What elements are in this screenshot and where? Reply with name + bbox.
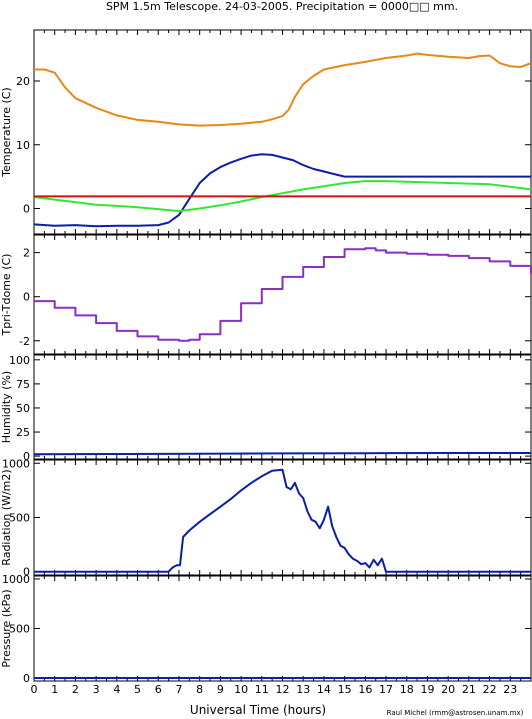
humidity-ytick-label: 25 (16, 426, 30, 439)
x-tick-label: 7 (175, 683, 182, 696)
x-tick-label: 10 (234, 683, 248, 696)
temperature-y-axis-label: Temperature (C) (0, 87, 13, 177)
pressure-ytick-label: 500 (9, 623, 30, 636)
x-tick-label: 20 (441, 683, 455, 696)
temperature-series-green-line (33, 180, 532, 213)
radiation-series-blue-line (34, 468, 531, 573)
tpri-tdome-ytick-label: 0 (23, 291, 30, 304)
x-tick-label: 5 (134, 683, 141, 696)
x-tick-label: 2 (72, 683, 79, 696)
pressure-ytick-label: 0 (23, 672, 30, 685)
x-tick-label: 13 (296, 683, 310, 696)
temperature-ytick-label: 10 (16, 139, 30, 152)
humidity-ytick-label: 0 (23, 450, 30, 463)
tpri-tdome-panel-frame (33, 234, 532, 355)
x-tick-label: 15 (338, 683, 352, 696)
x-tick-label: 6 (155, 683, 162, 696)
x-tick-label: 0 (31, 683, 38, 696)
x-tick-label: 4 (113, 683, 120, 696)
x-tick-label: 19 (420, 683, 434, 696)
pressure-ytick-label: 1000 (2, 573, 30, 586)
radiation-y-axis-label: Radiation (W/m2) (0, 469, 13, 565)
x-tick-label: 14 (317, 683, 331, 696)
x-tick-label: 11 (255, 683, 269, 696)
x-axis-label: Universal Time (hours) (190, 703, 326, 717)
tpri-tdome-ytick-label: -2 (19, 335, 30, 348)
x-tick-label: 3 (93, 683, 100, 696)
tpri-tdome-ytick-label: 2 (23, 247, 30, 260)
x-tick-label: 1 (51, 683, 58, 696)
x-tick-label: 12 (276, 683, 290, 696)
x-tick-label: 8 (196, 683, 203, 696)
temperature-ytick-label: 0 (23, 203, 30, 216)
x-tick-label: 16 (358, 683, 372, 696)
radiation-panel-frame (33, 459, 532, 576)
x-tick-label: 17 (379, 683, 393, 696)
x-tick-label: 21 (462, 683, 476, 696)
radiation-ytick-label: 0 (23, 566, 30, 579)
humidity-ytick-label: 75 (16, 378, 30, 391)
x-tick-label: 9 (217, 683, 224, 696)
radiation-ytick-label: 1000 (2, 457, 30, 470)
temperature-series-orange-line (34, 52, 532, 127)
temperature-ytick-label: 20 (16, 75, 30, 88)
tpri-tdome-series-purple-line (34, 247, 532, 342)
author-credit: Raul Michel (rmm@astrosen.unam.mx) (387, 709, 524, 717)
chart-title: SPM 1.5m Telescope. 24-03-2005. Precipit… (106, 0, 458, 13)
radiation-ytick-label: 500 (9, 512, 30, 525)
x-tick-label: 22 (483, 683, 497, 696)
tpri-tdome-y-axis-label: Tpri-Tdome (C) (0, 254, 13, 337)
temperature-series-blue-line (33, 153, 531, 228)
pressure-y-axis-label: Pressure (kPa) (0, 589, 13, 667)
humidity-series-blue-line (33, 452, 531, 456)
humidity-ytick-label: 50 (16, 402, 30, 415)
humidity-y-axis-label: Humidity (%) (0, 371, 13, 443)
pressure-panel-frame (33, 575, 532, 682)
x-tick-label: 23 (503, 683, 517, 696)
humidity-panel-frame (33, 354, 532, 460)
temperature-panel-frame (33, 29, 532, 235)
x-tick-label: 18 (400, 683, 414, 696)
humidity-ytick-label: 100 (9, 354, 30, 367)
